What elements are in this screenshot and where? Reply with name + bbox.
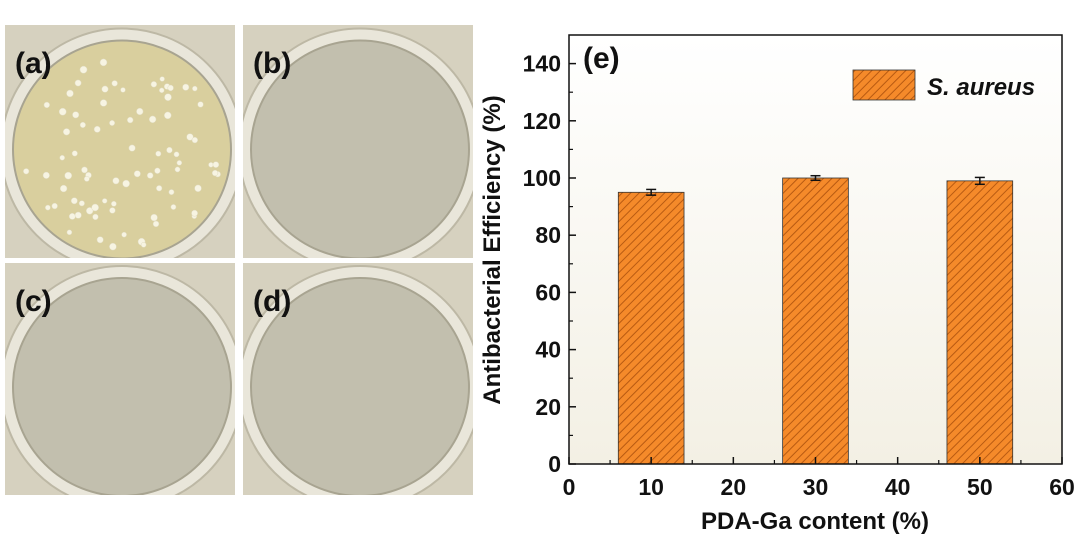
x-tick-label-30: 30: [803, 474, 829, 500]
panel-label-c: (c): [15, 285, 52, 318]
y-axis-title: Antibacterial Efficiency (%): [479, 95, 506, 404]
panel-label-a: (a): [15, 47, 52, 80]
y-tick-label-120: 120: [523, 108, 561, 134]
x-tick-label-40: 40: [885, 474, 911, 500]
bar-10: [617, 191, 685, 465]
legend-swatch: [852, 69, 916, 101]
y-tick-label-80: 80: [535, 222, 561, 248]
error-bar-30: [810, 174, 821, 182]
y-tick-label-20: 20: [535, 394, 561, 420]
bar-50: [946, 180, 1014, 465]
antibacterial-bar-chart: 0 20 40 60 80 100 120 140 0 10 20 30 40 50 60 (e) S. a…: [479, 34, 1075, 535]
photo-panel-a: (a): [5, 25, 235, 258]
error-bar-50: [974, 176, 985, 186]
photo-panel-c: (c): [5, 263, 235, 495]
y-tick-label-100: 100: [523, 165, 561, 191]
y-tick-label-40: 40: [535, 337, 561, 363]
y-tick-label-0: 0: [548, 451, 561, 477]
x-tick-label-0: 0: [563, 474, 576, 500]
legend: S. aureus: [852, 69, 1035, 101]
petri-dish-photo-grid: (a) (b) (c) (d): [0, 0, 475, 535]
legend-label: S. aureus: [927, 74, 1035, 101]
y-tick-label-60: 60: [535, 279, 561, 305]
panel-label-e: (e): [583, 42, 620, 75]
x-tick-label-10: 10: [638, 474, 664, 500]
x-tick-label-60: 60: [1049, 474, 1075, 500]
photo-panel-b: (b): [243, 25, 473, 258]
bar-30: [782, 177, 849, 465]
panel-label-d: (d): [253, 285, 292, 318]
x-tick-label-50: 50: [967, 474, 993, 500]
error-bar-10: [646, 188, 657, 196]
panel-label-b: (b): [253, 47, 292, 80]
x-tick-label-20: 20: [721, 474, 747, 500]
x-axis-title: PDA-Ga content (%): [701, 508, 929, 535]
y-tick-label-140: 140: [523, 51, 561, 77]
photo-panel-d: (d): [243, 263, 473, 495]
